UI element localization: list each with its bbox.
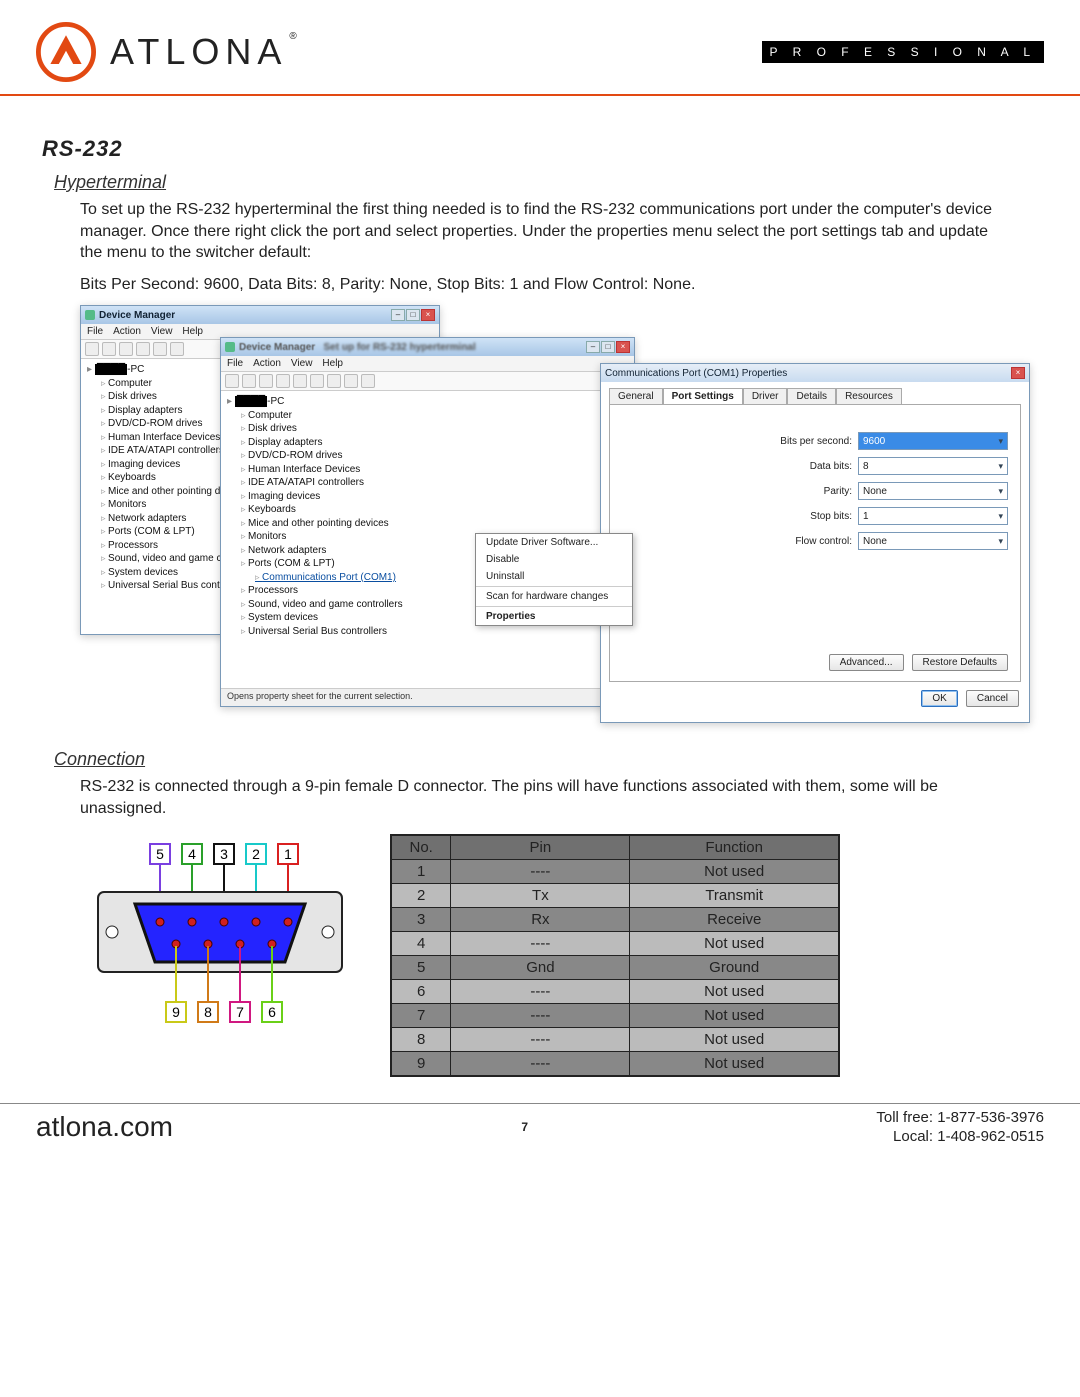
tab-general[interactable]: General <box>609 388 663 404</box>
connection-text: RS-232 is connected through a 9-pin fema… <box>80 776 1000 819</box>
tree-node[interactable]: Imaging devices <box>227 490 628 504</box>
svg-text:1: 1 <box>284 846 292 862</box>
min-button[interactable]: – <box>586 341 600 353</box>
footer-toll-free: Toll free: 1-877-536-3976 <box>876 1108 1044 1128</box>
dialog-tabs[interactable]: GeneralPort SettingsDriverDetailsResourc… <box>609 388 1021 404</box>
table-row: 4----Not used <box>391 931 839 955</box>
field-label: Flow control: <box>732 536 852 547</box>
logo-icon <box>36 22 96 82</box>
dialog-title: Communications Port (COM1) Properties <box>605 368 1007 379</box>
ctx-uninstall[interactable]: Uninstall <box>476 568 632 585</box>
status-bar: Opens property sheet for the current sel… <box>221 688 634 706</box>
tree-node[interactable]: Human Interface Devices <box>227 463 628 477</box>
tree-node[interactable]: DVD/CD-ROM drives <box>227 449 628 463</box>
ctx-scan[interactable]: Scan for hardware changes <box>476 588 632 605</box>
header-rule <box>0 94 1080 96</box>
page-header: ATLONA® P R O F E S S I O N A L <box>36 22 1044 90</box>
svg-text:3: 3 <box>220 846 228 862</box>
footer-page-number: 7 <box>521 1120 528 1134</box>
svg-text:5: 5 <box>156 846 164 862</box>
tree-node[interactable]: Computer <box>227 409 628 423</box>
db9-connector-diagram: 5 4 3 2 1 9 8 7 6 <box>80 834 360 1034</box>
svg-text:9: 9 <box>172 1004 180 1020</box>
table-row: 2TxTransmit <box>391 883 839 907</box>
tree-node[interactable]: Universal Serial Bus controllers <box>227 625 628 639</box>
close-button[interactable]: × <box>1011 367 1025 379</box>
brand-name: ATLONA® <box>110 31 303 73</box>
field-label: Parity: <box>732 486 852 497</box>
port-settings-panel: Bits per second: 9600 Data bits: 8 Parity: No… <box>609 404 1021 682</box>
ctx-properties[interactable]: Properties <box>476 608 632 625</box>
table-row: 3RxReceive <box>391 907 839 931</box>
combo-bitspersecond[interactable]: 9600 <box>858 432 1008 450</box>
footer-site: atlona.com <box>36 1111 173 1143</box>
max-button[interactable]: □ <box>601 341 615 353</box>
table-row: 5GndGround <box>391 955 839 979</box>
tab-resources[interactable]: Resources <box>836 388 902 404</box>
table-row: 9----Not used <box>391 1051 839 1076</box>
tab-details[interactable]: Details <box>787 388 836 404</box>
device-manager-window-2: Device Manager Set up for RS-232 hyperte… <box>220 337 635 707</box>
tree-node[interactable]: Mice and other pointing devices <box>227 517 628 531</box>
min-button[interactable]: – <box>391 309 405 321</box>
toolbar[interactable] <box>221 372 634 391</box>
window-title: Device Manager <box>99 310 387 321</box>
tree-node[interactable]: Disk drives <box>227 422 628 436</box>
footer-rule <box>0 1103 1080 1104</box>
close-button[interactable]: × <box>421 309 435 321</box>
hyperterminal-text-2: Bits Per Second: 9600, Data Bits: 8, Par… <box>80 274 1000 296</box>
cancel-button[interactable]: Cancel <box>966 690 1019 707</box>
table-row: 6----Not used <box>391 979 839 1003</box>
subsection-connection: Connection <box>54 749 1044 770</box>
table-row: 1----Not used <box>391 859 839 883</box>
field-label: Bits per second: <box>732 436 852 447</box>
ok-button[interactable]: OK <box>921 690 957 707</box>
combo-databits[interactable]: 8 <box>858 457 1008 475</box>
window-icon <box>225 342 235 352</box>
com-port-properties-dialog: Communications Port (COM1) Properties × … <box>600 363 1030 723</box>
pin-function-table: No.PinFunction 1----Not used2TxTransmit3… <box>390 834 840 1077</box>
table-header: No. <box>391 835 451 860</box>
combo-stopbits[interactable]: 1 <box>858 507 1008 525</box>
tree-node[interactable]: IDE ATA/ATAPI controllers <box>227 476 628 490</box>
screenshot-cluster: Device Manager – □ × FileActionViewHelp … <box>80 305 1044 735</box>
ctx-update[interactable]: Update Driver Software... <box>476 534 632 551</box>
svg-text:4: 4 <box>188 846 196 862</box>
tree-node[interactable]: Display adapters <box>227 436 628 450</box>
field-label: Stop bits: <box>732 511 852 522</box>
window-icon <box>85 310 95 320</box>
combo-flowcontrol[interactable]: None <box>858 532 1008 550</box>
svg-text:8: 8 <box>204 1004 212 1020</box>
subsection-hyperterminal: Hyperterminal <box>54 172 1044 193</box>
hyperterminal-text-1: To set up the RS-232 hyperterminal the f… <box>80 199 1000 264</box>
combo-parity[interactable]: None <box>858 482 1008 500</box>
advanced-button[interactable]: Advanced... <box>829 654 904 671</box>
restore-defaults-button[interactable]: Restore Defaults <box>912 654 1008 671</box>
close-button[interactable]: × <box>616 341 630 353</box>
professional-badge: P R O F E S S I O N A L <box>762 41 1045 63</box>
footer-local: Local: 1-408-962-0515 <box>876 1127 1044 1147</box>
tab-port-settings[interactable]: Port Settings <box>663 388 743 404</box>
max-button[interactable]: □ <box>406 309 420 321</box>
window-title-blurred: Device Manager Set up for RS-232 hyperte… <box>239 342 582 353</box>
field-label: Data bits: <box>732 461 852 472</box>
svg-text:2: 2 <box>252 846 260 862</box>
svg-text:7: 7 <box>236 1004 244 1020</box>
tree-node[interactable]: Keyboards <box>227 503 628 517</box>
tab-driver[interactable]: Driver <box>743 388 788 404</box>
section-title: RS-232 <box>42 136 1044 162</box>
ctx-disable[interactable]: Disable <box>476 551 632 568</box>
table-header: Pin <box>451 835 630 860</box>
table-header: Function <box>630 835 839 860</box>
table-row: 7----Not used <box>391 1003 839 1027</box>
table-row: 8----Not used <box>391 1027 839 1051</box>
menu-bar[interactable]: FileActionViewHelp <box>221 356 634 372</box>
page-footer: atlona.com 7 Toll free: 1-877-536-3976 L… <box>0 1108 1080 1165</box>
context-menu[interactable]: Update Driver Software... Disable Uninst… <box>475 533 633 626</box>
svg-text:6: 6 <box>268 1004 276 1020</box>
